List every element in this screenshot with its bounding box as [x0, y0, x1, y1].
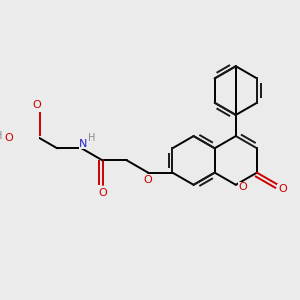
- Text: O: O: [278, 184, 287, 194]
- Text: O: O: [5, 133, 14, 143]
- Text: N: N: [79, 139, 87, 149]
- Text: O: O: [238, 182, 247, 192]
- Text: O: O: [144, 176, 152, 185]
- Text: O: O: [98, 188, 107, 198]
- Text: H: H: [0, 131, 2, 141]
- Text: H: H: [88, 133, 96, 143]
- Text: O: O: [32, 100, 41, 110]
